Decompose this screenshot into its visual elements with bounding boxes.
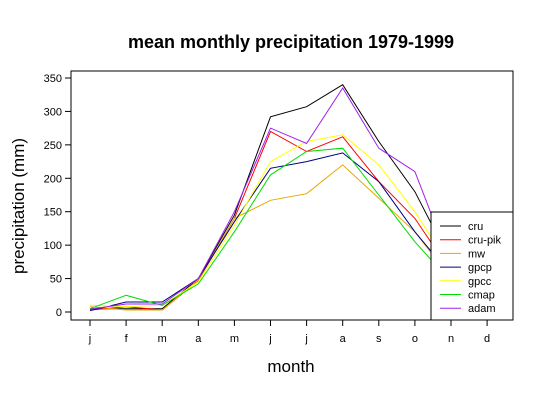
y-tick-label: 350 [44,73,62,85]
x-tick-label: a [340,333,347,345]
x-tick-label: f [125,333,129,345]
y-tick-label: 250 [44,140,62,152]
series-line-adam [89,87,488,310]
x-tick-label: j [88,333,91,345]
x-axis-label: month [267,357,314,376]
x-tick-label: n [448,333,454,345]
x-tick-label: j [304,333,307,345]
legend-label-cru: cru [468,221,483,233]
legend-box [430,211,514,321]
legend-label-gpcp: gpcp [468,262,492,274]
y-axis-label: precipitation (mm) [9,138,28,274]
series-line-cru [90,84,488,310]
chart-title: mean monthly precipitation 1979-1999 [128,32,454,52]
x-tick-label: j [268,333,271,345]
y-tick-label: 300 [44,106,62,118]
y-tick-label: 0 [56,307,62,319]
series-line-gpcp [89,152,488,312]
y-tick-label: 50 [50,274,62,286]
legend-label-cru-pik: cru-pik [468,235,502,247]
y-tick-label: 200 [44,173,62,185]
axes: 0 50 100 150 200 250 300 350 j f m a m j j a s o n d [44,70,514,345]
legend-label-gpcc: gpcc [468,276,492,288]
y-tick-label: 100 [44,240,62,252]
legend-label-cmap: cmap [468,290,495,302]
y-tick-label: 150 [44,207,62,219]
x-tick-label: o [412,333,418,345]
x-tick-label: m [230,333,239,345]
series-line-cmap [89,147,488,310]
series-line-gpcc [89,134,488,308]
series-lines [89,84,488,312]
x-tick-label: s [376,333,382,345]
legend-label-mw: mw [468,248,485,260]
legend-label-adam: adam [468,303,496,315]
series-line-cru-pik [89,130,488,311]
x-tick-label: d [484,333,490,345]
x-tick-label: m [158,333,167,345]
plot-frame [70,70,514,321]
x-tick-label: a [195,333,202,345]
